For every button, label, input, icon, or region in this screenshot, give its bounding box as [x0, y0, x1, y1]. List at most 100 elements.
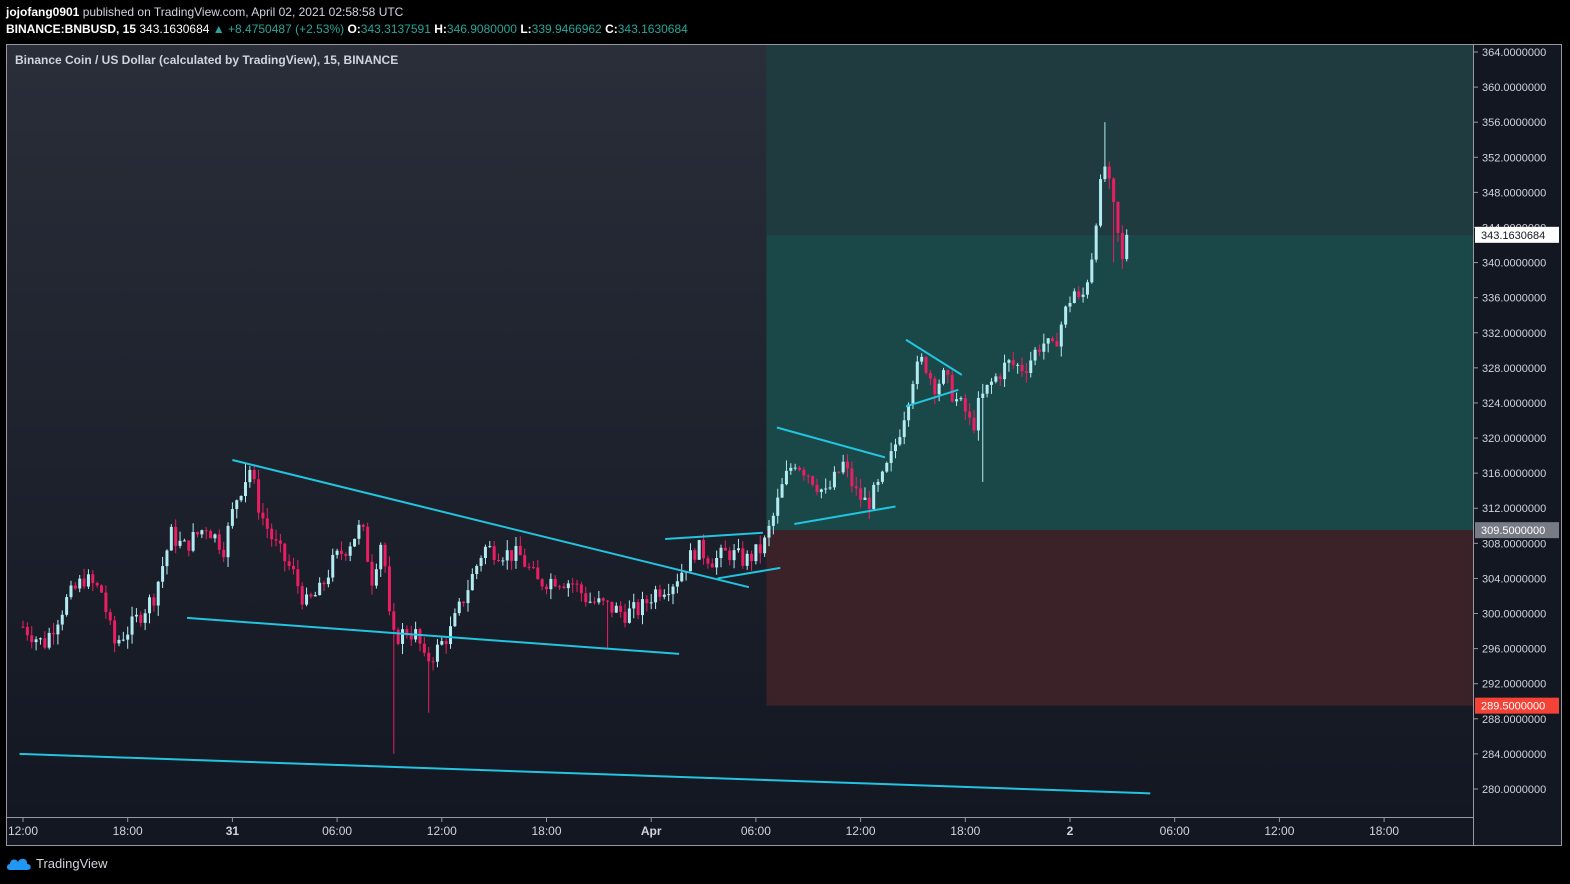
candle-body [1094, 225, 1098, 260]
candle-body [976, 397, 980, 431]
candle-body [174, 526, 178, 546]
close-value: 343.1630684 [617, 22, 688, 36]
candle-body [300, 586, 304, 605]
candle-body [187, 540, 191, 551]
author-name[interactable]: jojofang0901 [6, 5, 80, 19]
candle-body [654, 589, 658, 603]
price-chart[interactable]: 364.0000000 360.0000000 356.0000000 352.000… [6, 44, 1562, 846]
candle-body [488, 546, 492, 548]
candle-body [1011, 360, 1015, 365]
candle-body [270, 528, 274, 540]
candle-body [1055, 341, 1059, 347]
candle-body [30, 635, 34, 643]
candle-body [828, 487, 832, 489]
open-label: O: [347, 22, 361, 36]
candle-body [217, 534, 221, 550]
candle-body [422, 643, 426, 653]
candle-body [606, 600, 610, 602]
x-axis-tick-label: 12:00 [1264, 824, 1294, 838]
time-axis-background [6, 817, 1473, 846]
candle-body [632, 602, 636, 609]
candle-body [963, 398, 967, 412]
chart-panel[interactable]: 364.0000000 360.0000000 356.0000000 352.000… [6, 44, 1562, 846]
trendline [794, 505, 896, 526]
candle-body [505, 550, 509, 561]
candle-body [902, 420, 906, 438]
y-axis-tick-label: 296.0000000 [1482, 644, 1546, 656]
candle-body [885, 462, 889, 472]
x-axis-tick-label: 12:00 [8, 824, 38, 838]
y-axis-price-label: 289.5000000 [1481, 701, 1545, 713]
trendline [905, 338, 963, 376]
candle-body [453, 613, 457, 627]
tradingview-logo[interactable]: TradingView [6, 855, 108, 871]
candle-body [479, 557, 483, 566]
candle-body [69, 585, 73, 598]
candle-body [435, 644, 439, 662]
candle-body [754, 544, 758, 562]
candle-body [497, 560, 501, 562]
candle-body [492, 546, 496, 561]
candle-body [798, 467, 802, 470]
candle-body [1090, 259, 1094, 283]
candle-body [680, 572, 684, 582]
candle-body [523, 555, 527, 567]
candle-body [357, 524, 361, 539]
candle-body [1033, 349, 1037, 361]
y-axis-tick-label: 300.0000000 [1482, 609, 1546, 621]
stop-zone [766, 530, 1473, 706]
candle-body [309, 594, 313, 597]
candle-body [278, 540, 282, 544]
candle-body [601, 598, 605, 601]
published-text: published on TradingView.com, April 02, … [82, 5, 404, 19]
candle-body [161, 566, 165, 582]
candle-body [353, 538, 357, 547]
y-axis-price-label-bg [1475, 226, 1559, 243]
candle-body [614, 605, 618, 613]
x-axis-tick-label: 06:00 [322, 824, 352, 838]
candle-body [501, 560, 505, 562]
candle-body [697, 540, 701, 560]
candle-body [780, 484, 784, 498]
candle-body [38, 638, 42, 640]
candle-body [401, 629, 405, 644]
close-label: C: [605, 22, 618, 36]
candle-body [675, 581, 679, 587]
candle-body [981, 393, 985, 398]
price-change-value: +8.4750487 (+2.53%) [228, 22, 345, 36]
trendline [186, 616, 680, 655]
candle-body [213, 534, 217, 539]
y-axis-tick-label: 352.0000000 [1482, 152, 1546, 164]
candle-body [239, 496, 243, 501]
candle-body [252, 469, 256, 480]
candle-body [841, 461, 845, 473]
candle-body [972, 417, 976, 431]
candle-body [1077, 291, 1081, 297]
ohlc-legend: BINANCE:BNBUSD, 15 343.1630684 ▲ +8.4750… [6, 22, 688, 36]
candle-body [283, 543, 287, 562]
candle-body [636, 602, 640, 616]
y-axis-tick-label: 364.0000000 [1482, 47, 1546, 59]
candle-body [47, 632, 51, 648]
candle-body [658, 589, 662, 597]
candle-body [645, 599, 649, 604]
trendline [905, 388, 959, 408]
candle-body [1042, 343, 1046, 352]
footer [0, 846, 1570, 884]
candle-body [1116, 201, 1120, 233]
candle-body [732, 550, 736, 561]
y-axis-tick-label: 328.0000000 [1482, 363, 1546, 375]
candle-body [994, 376, 998, 382]
candle-body [344, 554, 348, 556]
candle-body [1103, 166, 1107, 180]
candle-body [1007, 360, 1011, 363]
open-value: 343.3137591 [360, 22, 431, 36]
candle-body [815, 484, 819, 492]
candle-body [894, 444, 897, 452]
candle-body [204, 530, 208, 532]
candle-body [431, 661, 435, 663]
candle-body [73, 585, 77, 589]
candle-body [793, 467, 797, 469]
y-axis-tick-label: 320.0000000 [1482, 433, 1546, 445]
chart-border [6, 44, 1562, 846]
